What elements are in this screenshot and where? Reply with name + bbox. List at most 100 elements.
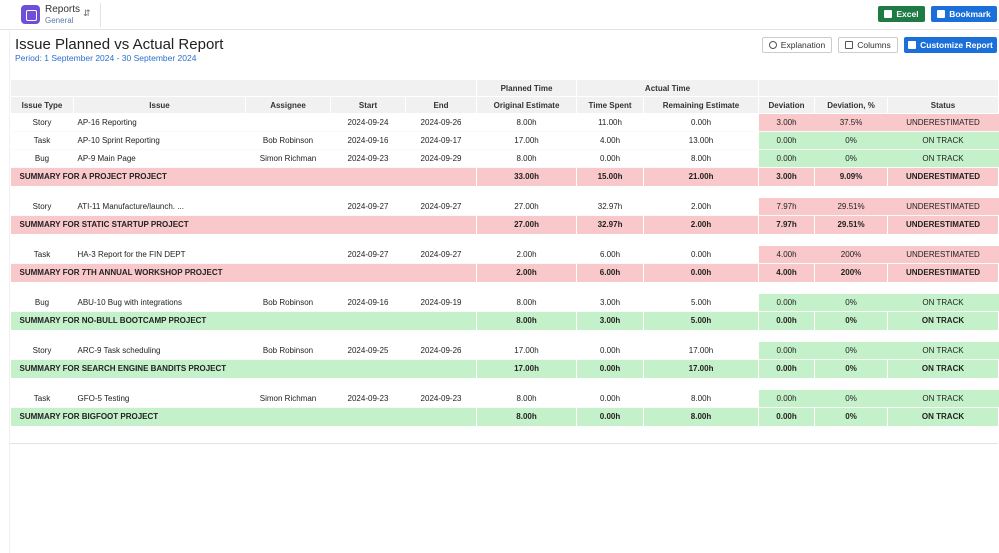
summary-cell: ON TRACK bbox=[887, 359, 999, 378]
spacer-cell bbox=[11, 186, 999, 198]
cell: 0.00h bbox=[758, 389, 815, 408]
cell: AP-10 Sprint Reporting bbox=[73, 131, 246, 150]
summary-cell: 32.97h bbox=[576, 215, 645, 234]
cell: 0.00h bbox=[643, 245, 759, 264]
spacer bbox=[11, 330, 999, 342]
button-label: Columns bbox=[857, 40, 891, 50]
button-label: Customize Report bbox=[920, 40, 993, 50]
summary-cell: UNDERESTIMATED bbox=[887, 263, 999, 282]
summary-label: SUMMARY FOR STATIC STARTUP PROJECT bbox=[10, 215, 478, 234]
cell: Simon Richman bbox=[245, 389, 331, 408]
cell: 2024-09-16 bbox=[330, 293, 406, 312]
columns-icon bbox=[845, 41, 854, 49]
summary-cell: 2.00h bbox=[476, 263, 578, 282]
cell: 2024-09-26 bbox=[405, 113, 477, 132]
summary-cell: 8.00h bbox=[476, 311, 578, 330]
excel-button[interactable]: Excel bbox=[878, 6, 925, 22]
cell: ATI-11 Manufacture/launch. ... bbox=[73, 197, 246, 216]
summary-cell: 33.00h bbox=[476, 167, 578, 186]
cell: 17.00h bbox=[476, 131, 577, 150]
summary-cell: 21.00h bbox=[643, 167, 760, 186]
summary-cell: 3.00h bbox=[758, 167, 816, 186]
cell: ON TRACK bbox=[887, 131, 999, 150]
column-label: Remaining Estimate bbox=[643, 96, 760, 114]
cell: UNDERESTIMATED bbox=[887, 245, 999, 264]
divider bbox=[9, 30, 10, 553]
cell: 2024-09-23 bbox=[330, 389, 406, 408]
columns-button[interactable]: Columns bbox=[838, 37, 898, 53]
summary-cell: 9.09% bbox=[814, 167, 889, 186]
summary-label: SUMMARY FOR SEARCH ENGINE BANDITS PROJEC… bbox=[10, 359, 478, 378]
column-label: Status bbox=[887, 96, 999, 114]
summary-cell: 6.00h bbox=[576, 263, 645, 282]
cell: ON TRACK bbox=[887, 293, 999, 312]
cell: 2.00h bbox=[476, 245, 577, 264]
summary-row: SUMMARY FOR 7TH ANNUAL WORKSHOP PROJECT 2… bbox=[10, 263, 999, 282]
spacer-cell bbox=[11, 234, 999, 246]
column-label: Issue Type bbox=[10, 96, 74, 114]
summary-row: SUMMARY FOR BIGFOOT PROJECT 8.00h 0.00h 8.0… bbox=[10, 407, 999, 426]
cell: ABU-10 Bug with integrations bbox=[73, 293, 246, 312]
spacer-cell bbox=[11, 282, 999, 294]
column-label: Time Spent bbox=[576, 96, 645, 114]
cell: 5.00h bbox=[643, 293, 759, 312]
cell: AP-9 Main Page bbox=[73, 149, 246, 168]
bookmark-icon bbox=[937, 10, 946, 18]
app-name[interactable]: Reports bbox=[45, 4, 81, 15]
summary-cell: 0.00h bbox=[758, 311, 816, 330]
summary-cell: 5.00h bbox=[643, 311, 760, 330]
cell: 8.00h bbox=[476, 293, 577, 312]
cell: 8.00h bbox=[476, 149, 577, 168]
customize-icon bbox=[908, 41, 917, 49]
summary-cell: 3.00h bbox=[576, 311, 645, 330]
issue-row: Story ARC-9 Task scheduling Bob Robinson 20… bbox=[10, 341, 999, 360]
blank-header bbox=[758, 79, 999, 97]
group-header: Planned Time Actual Time bbox=[9, 79, 999, 97]
summary-cell: 0.00h bbox=[576, 407, 645, 426]
spacer-cell bbox=[11, 378, 999, 390]
explanation-button[interactable]: Explanation bbox=[762, 37, 832, 53]
switcher[interactable]: ⇵ bbox=[83, 8, 91, 18]
summary-cell: 0.00h bbox=[758, 407, 816, 426]
blank-header bbox=[9, 79, 478, 97]
summary-cell: 0% bbox=[814, 359, 889, 378]
summary-cell: 8.00h bbox=[643, 407, 760, 426]
cell: 2024-09-16 bbox=[330, 131, 406, 150]
column-label: Original Estimate bbox=[476, 96, 578, 114]
cell: 0.00h bbox=[758, 293, 815, 312]
cell: 4.00h bbox=[758, 245, 815, 264]
issue-row: Task HA-3 Report for the FIN DEPT 2024-09-… bbox=[10, 245, 999, 264]
column-label: Issue bbox=[73, 96, 246, 114]
cell: 0% bbox=[814, 131, 888, 150]
summary-cell: UNDERESTIMATED bbox=[887, 215, 999, 234]
summary-cell: 2.00h bbox=[643, 215, 760, 234]
cell: 2024-09-29 bbox=[405, 149, 477, 168]
cell: 8.00h bbox=[476, 113, 577, 132]
summary-cell: 8.00h bbox=[476, 407, 578, 426]
cell: 0% bbox=[814, 341, 888, 360]
cell: AP-16 Reporting bbox=[73, 113, 246, 132]
summary-label: SUMMARY FOR 7TH ANNUAL WORKSHOP PROJECT bbox=[10, 263, 478, 282]
report-title: Issue Planned vs Actual Report bbox=[15, 36, 224, 53]
summary-label: SUMMARY FOR NO-BULL BOOTCAMP PROJECT bbox=[10, 311, 478, 330]
cell: 3.00h bbox=[576, 293, 644, 312]
button-label: Explanation bbox=[780, 40, 826, 50]
issue-row: Bug ABU-10 Bug with integrations Bob Robin… bbox=[10, 293, 999, 312]
cell: UNDERESTIMATED bbox=[887, 197, 999, 216]
summary-row: SUMMARY FOR SEARCH ENGINE BANDITS PROJEC… bbox=[10, 359, 999, 378]
cell: 13.00h bbox=[643, 131, 759, 150]
cell: 4.00h bbox=[576, 131, 644, 150]
report-period: Period: 1 September 2024 - 30 September … bbox=[15, 53, 197, 63]
cell: Story bbox=[10, 197, 74, 216]
cell: 2.00h bbox=[643, 197, 759, 216]
cell: 2024-09-27 bbox=[405, 245, 477, 264]
bookmark-button[interactable]: Bookmark bbox=[931, 6, 997, 22]
excel-label: Excel bbox=[896, 9, 919, 19]
summary-row: SUMMARY FOR STATIC STARTUP PROJECT 27.00h… bbox=[10, 215, 999, 234]
cell: Story bbox=[10, 341, 74, 360]
cell: Bug bbox=[10, 149, 74, 168]
cell: Story bbox=[10, 113, 74, 132]
customize-button[interactable]: Customize Report bbox=[904, 37, 997, 53]
cell: 0% bbox=[814, 389, 888, 408]
cell: Bug bbox=[10, 293, 74, 312]
